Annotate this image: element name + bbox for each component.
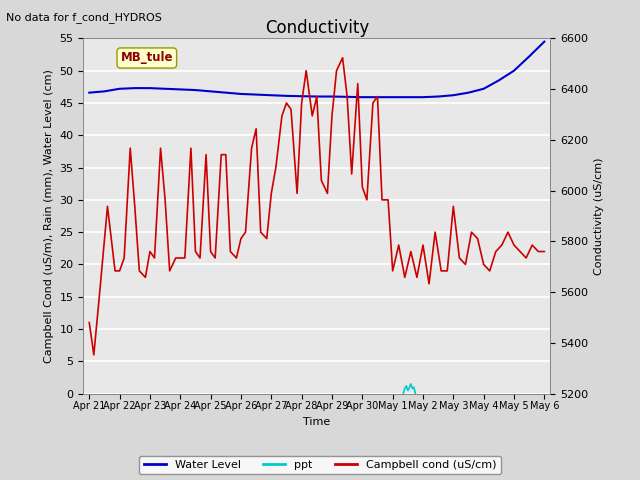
Text: No data for f_cond_HYDROS: No data for f_cond_HYDROS (6, 12, 163, 23)
Legend: Water Level, ppt, Campbell cond (uS/cm): Water Level, ppt, Campbell cond (uS/cm) (140, 456, 500, 474)
X-axis label: Time: Time (303, 417, 330, 427)
Title: Conductivity: Conductivity (265, 19, 369, 37)
Y-axis label: Conductivity (uS/cm): Conductivity (uS/cm) (594, 157, 604, 275)
Text: MB_tule: MB_tule (120, 51, 173, 64)
Y-axis label: Campbell Cond (uS/m), Rain (mm), Water Level (cm): Campbell Cond (uS/m), Rain (mm), Water L… (44, 69, 54, 363)
